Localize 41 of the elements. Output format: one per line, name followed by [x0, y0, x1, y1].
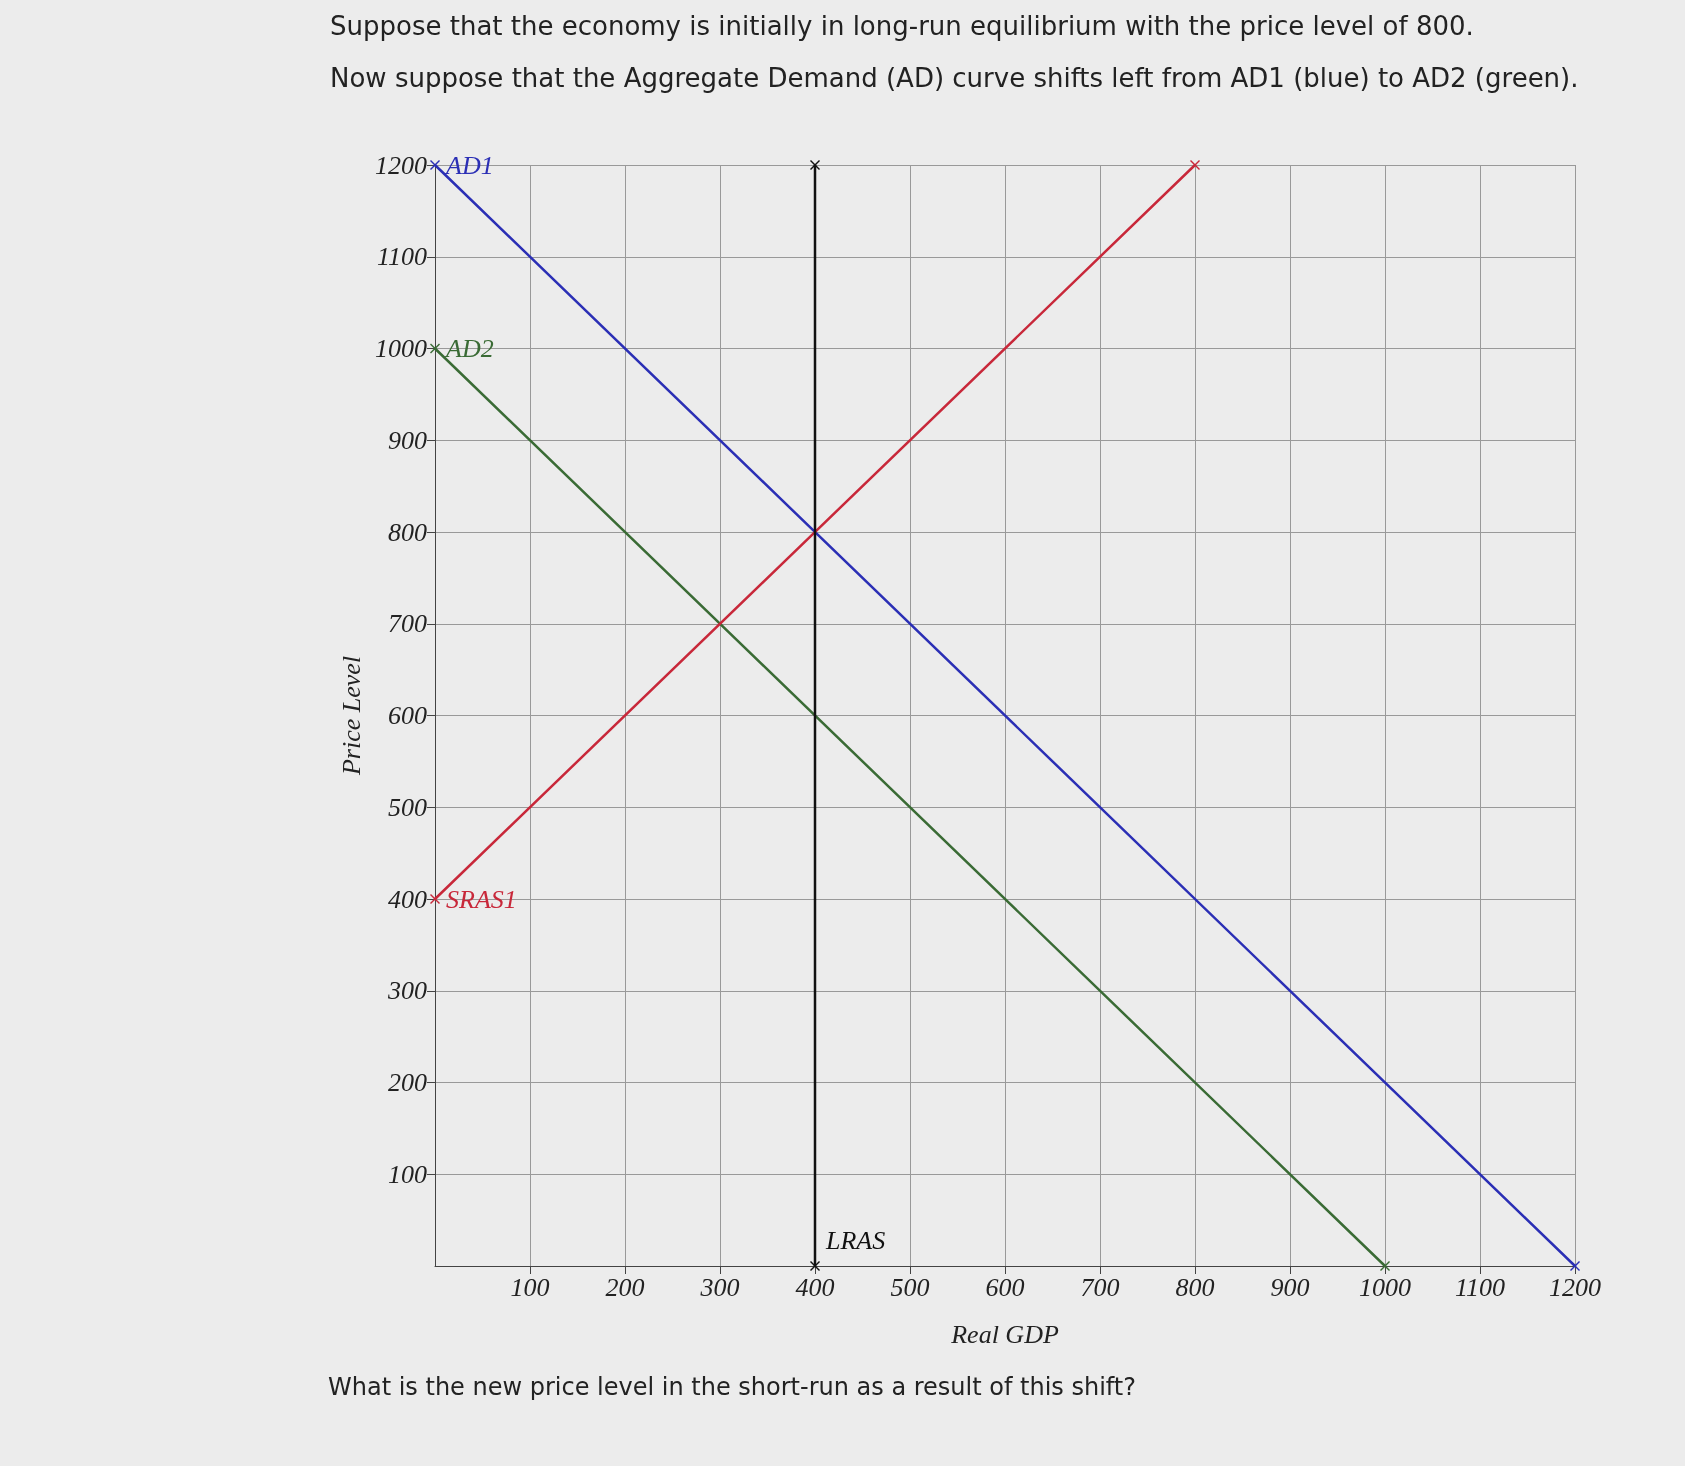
point	[430, 894, 440, 904]
y-axis-title: Price Level	[336, 655, 366, 777]
x-tick-label: 700	[1080, 1272, 1120, 1302]
point	[430, 160, 440, 170]
series-label: AD1	[444, 150, 494, 180]
x-axis-title: Real GDP	[950, 1319, 1059, 1349]
point	[810, 160, 820, 170]
point	[1190, 160, 1200, 170]
x-tick-label: 900	[1270, 1272, 1310, 1302]
point	[430, 343, 440, 354]
point	[1570, 1261, 1580, 1271]
x-tick-label: 800	[1175, 1272, 1215, 1302]
y-tick-label: 500	[388, 792, 427, 822]
x-tick-label: 600	[985, 1272, 1025, 1302]
x-tick-label: 500	[890, 1272, 930, 1302]
y-tick-label: 1200	[375, 150, 427, 180]
x-tick-label: 1200	[1549, 1272, 1601, 1302]
y-tick-label: 600	[388, 701, 427, 730]
x-tick-label: 1000	[1359, 1272, 1411, 1302]
chart-subtitle: Now suppose that the Aggregate Demand (AD) curve shifts left from AD1 (blue) to AD2 (green).	[330, 63, 1579, 93]
y-tick-label: 300	[387, 976, 427, 1006]
x-tick-label: 400	[795, 1272, 835, 1302]
point	[810, 1261, 820, 1271]
x-tick-label: 1100	[1454, 1272, 1506, 1302]
x-tick-label: 200	[605, 1272, 645, 1302]
series-label: AD2	[444, 334, 494, 363]
text: What is the new price level in the short-run as a result of this shift?	[328, 1373, 1137, 1401]
y-tick-label: 700	[388, 609, 427, 639]
y-tick-label: 100	[388, 1159, 427, 1189]
series-label: LRAS	[825, 1225, 886, 1255]
y-tick-label: 400	[388, 884, 427, 914]
y-tick-label: 900	[388, 425, 427, 455]
y-tick-label: 800	[388, 517, 427, 547]
x-tick-label: 300	[699, 1272, 740, 1302]
y-tick-label: 200	[388, 1068, 427, 1097]
point	[1380, 1261, 1390, 1271]
y-tick-label: 1100	[376, 242, 427, 272]
series-label: SRAS1	[446, 884, 517, 914]
y-tick-label: 1000	[375, 334, 427, 363]
chart-title: Suppose that the economy is initially in long-run equilibrium with the price level of 800.	[330, 11, 1474, 41]
x-tick-label: 100	[510, 1272, 550, 1302]
